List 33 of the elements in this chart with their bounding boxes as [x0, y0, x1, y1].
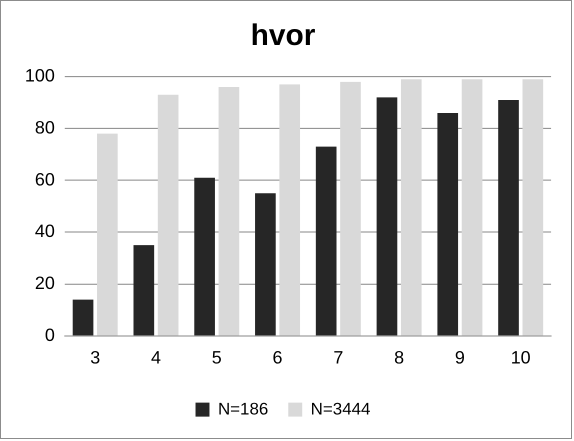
bar	[498, 100, 519, 336]
legend-label: N=186	[218, 399, 268, 418]
y-tick-label: 100	[24, 66, 55, 86]
x-tick-label: 10	[510, 348, 531, 368]
bar	[194, 178, 215, 336]
x-tick-label: 3	[90, 348, 100, 368]
chart-title: hvor	[250, 19, 316, 52]
bar	[400, 79, 422, 336]
x-tick-label: 5	[212, 348, 222, 368]
bar	[462, 79, 482, 336]
y-tick-label: 60	[34, 169, 55, 190]
bar	[158, 94, 178, 336]
bar	[255, 193, 276, 336]
y-tick-label: 80	[34, 117, 55, 138]
x-tick-label: 6	[272, 348, 283, 368]
bar	[279, 84, 300, 336]
x-tick-label: 8	[394, 348, 404, 368]
bar	[97, 134, 118, 336]
bar	[376, 97, 398, 336]
y-tick-label: 0	[44, 324, 55, 345]
bar	[72, 300, 94, 336]
x-tick-label: 4	[150, 348, 161, 368]
y-tick-label: 40	[34, 221, 55, 242]
x-tick-label: 9	[454, 348, 465, 368]
bar	[522, 79, 544, 336]
bar	[133, 245, 154, 336]
bar	[218, 87, 240, 336]
bar	[316, 146, 337, 336]
x-tick-label: 7	[333, 348, 344, 368]
y-tick-label: 20	[34, 272, 55, 293]
legend-label: N=3444	[310, 399, 370, 418]
bar	[340, 82, 361, 336]
bar	[437, 112, 458, 336]
